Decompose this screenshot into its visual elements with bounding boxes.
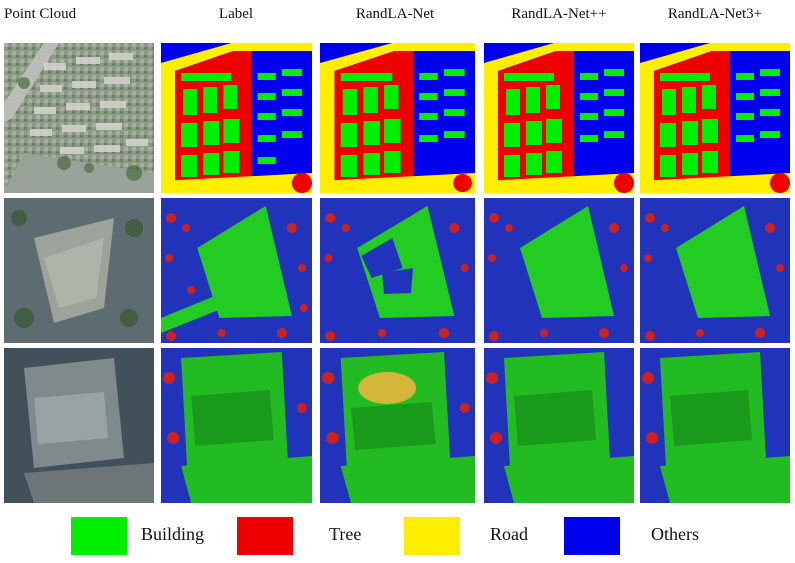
randla-net3p-segmentation-row2 [640,198,790,343]
legend-label-building: Building [141,524,205,544]
column-header-randla-net3p: RandLA-Net3+ [667,6,763,22]
legend-label-others: Others [651,524,699,544]
label-segmentation-row1 [161,43,312,193]
column-header-randla-net-pp: RandLA-Net++ [511,6,607,22]
legend-swatch-road [404,517,460,555]
randla-net-segmentation-row2 [320,198,475,343]
label-segmentation-row3 [161,348,312,503]
legend-label-tree: Tree [329,524,362,544]
randla-net3p-segmentation-row1 [640,43,790,193]
legend-swatch-tree [237,517,293,555]
randla-net-segmentation-row3 [320,348,475,503]
point-cloud-image-row2 [4,198,154,343]
column-header-label: Label [218,6,254,22]
randla-net3p-segmentation-row3 [640,348,790,503]
column-header-point-cloud: Point Cloud [4,6,77,22]
legend-swatch-others [564,517,620,555]
point-cloud-image-row3 [4,348,154,503]
randla-net-pp-segmentation-row1 [484,43,634,193]
label-segmentation-row2 [161,198,312,343]
column-header-randla-net: RandLA-Net [355,6,435,22]
randla-net-pp-segmentation-row3 [484,348,634,503]
legend-label-road: Road [490,524,528,544]
point-cloud-image-row1 [4,43,154,193]
randla-net-segmentation-row1 [320,43,475,193]
legend-swatch-building [71,517,127,555]
randla-net-pp-segmentation-row2 [484,198,634,343]
